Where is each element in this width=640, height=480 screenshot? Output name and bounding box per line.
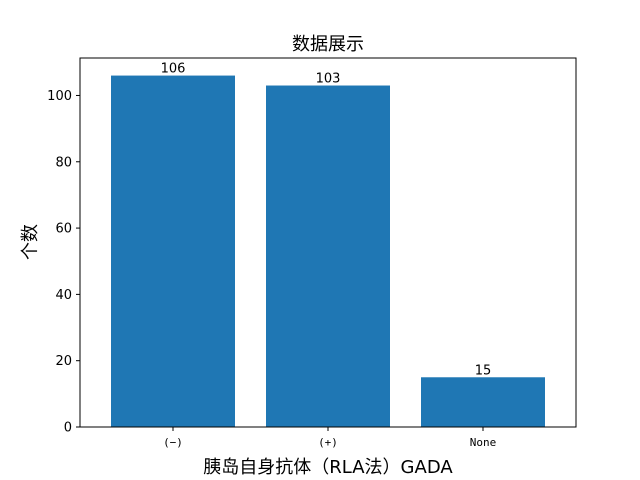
y-tick-label-80: 80 bbox=[55, 155, 72, 170]
plot-frame bbox=[79, 57, 577, 428]
data-label-1: 106 bbox=[161, 62, 186, 77]
y-tick-label-20: 20 bbox=[55, 354, 72, 369]
x-tick-label-2: (+) bbox=[318, 436, 338, 449]
bar-1 bbox=[111, 75, 235, 428]
x-axis-label: 胰岛自身抗体（RLA法）GADA bbox=[203, 457, 453, 478]
bars-layer: 106 103 15 bbox=[111, 62, 545, 428]
y-tick-label-100: 100 bbox=[47, 89, 72, 104]
x-tick-label-1: (−) bbox=[163, 436, 183, 449]
ticks-layer: (−) (+) None 0 20 40 60 80 100 bbox=[47, 89, 496, 449]
x-tick-label-3: None bbox=[470, 436, 497, 449]
y-tick-label-60: 60 bbox=[55, 222, 72, 237]
y-tick-label-40: 40 bbox=[55, 288, 72, 303]
y-axis-label: 个数 bbox=[20, 224, 41, 260]
bar-3 bbox=[421, 377, 545, 427]
data-label-3: 15 bbox=[475, 363, 492, 378]
chart-title: 数据展示 bbox=[292, 34, 364, 55]
data-label-2: 103 bbox=[316, 72, 341, 87]
y-tick-label-0: 0 bbox=[64, 421, 72, 436]
bar-2 bbox=[266, 85, 390, 427]
